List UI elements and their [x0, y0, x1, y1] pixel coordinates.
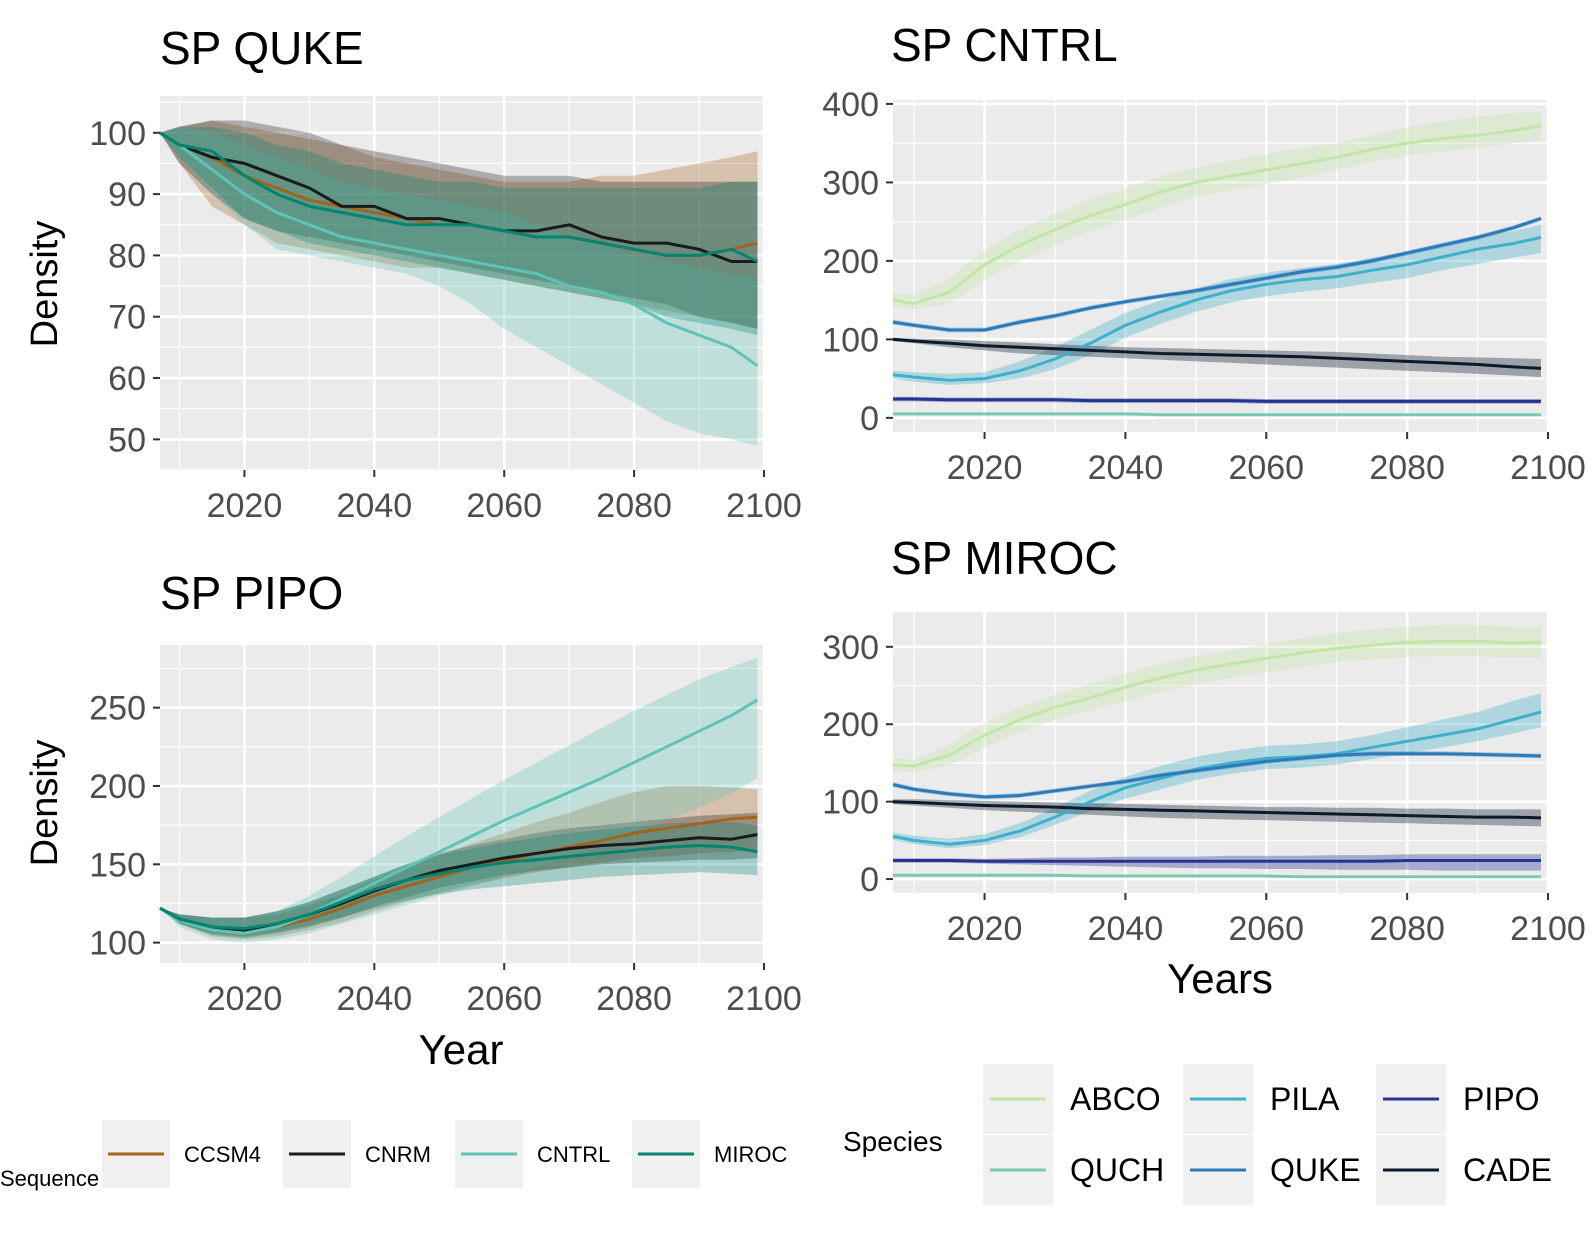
x-tick-label: 2080 — [1369, 910, 1445, 948]
legend-species-items: ABCO PILA PIPO QUCH QUKE CADE — [983, 1064, 1552, 1205]
y-axis-label: Density — [24, 221, 66, 348]
legend-sequence-items: CCSM4 CNRM CNTRL MIROC — [102, 1120, 787, 1188]
series-line-quke — [892, 217, 1542, 332]
x-tick-label: 2020 — [207, 487, 283, 525]
x-tick-label: 2080 — [1369, 449, 1445, 487]
panel-background — [160, 96, 764, 470]
panel-background — [160, 645, 764, 963]
y-tick-label: 200 — [822, 706, 879, 744]
plot-area-quke: 2020 2040 2060 2080 2100 50 60 70 80 90 100 — [89, 96, 802, 525]
y-tick-label: 60 — [108, 360, 146, 398]
y-tick-label: 300 — [822, 164, 879, 202]
x-tick-label: 2100 — [1510, 910, 1586, 948]
x-tick-label: 2100 — [726, 980, 802, 1018]
legend-label: ABCO — [1070, 1081, 1161, 1117]
ribbon-ccsm4 — [160, 786, 758, 940]
legend-label: MIROC — [714, 1142, 787, 1167]
ribbon-miroc — [160, 822, 758, 937]
y-tick-label: 0 — [860, 400, 879, 438]
x-tick-label: 2020 — [947, 449, 1023, 487]
series-line-abco — [892, 639, 1542, 768]
ribbon-pila — [893, 224, 1541, 385]
x-tick-label: 2040 — [1088, 910, 1164, 948]
x-tick-label: 2060 — [1228, 449, 1304, 487]
x-tick-label: 2040 — [337, 980, 413, 1018]
plot-area-miroc: 2020 2040 2060 2080 2100 0 100 200 300 — [822, 612, 1586, 948]
panel-background — [893, 100, 1548, 432]
y-tick-label: 100 — [822, 784, 879, 822]
plot-area-cntrl: 2020 2040 2060 2080 2100 0 100 200 300 400 — [822, 86, 1586, 487]
x-tick-label: 2080 — [596, 980, 672, 1018]
y-tick-label: 400 — [822, 86, 879, 124]
legend-label: CCSM4 — [184, 1142, 261, 1167]
series-line-miroc — [159, 131, 759, 263]
series-line-pila — [892, 710, 1542, 846]
x-axis-label: Year — [419, 1026, 504, 1073]
x-tick-label: 2060 — [1228, 910, 1304, 948]
series-line-pila — [892, 235, 1542, 382]
ribbon-miroc — [160, 126, 758, 336]
legend-label: CNTRL — [537, 1142, 610, 1167]
y-tick-label: 100 — [822, 321, 879, 359]
panel-title: SP QUKE — [160, 22, 364, 74]
series-line-abco — [892, 124, 1542, 305]
panel-title: SP CNTRL — [891, 19, 1118, 71]
legend-species: Species ABCO PILA PIPO QUCH QUKE CADE — [843, 1064, 1552, 1205]
y-tick-label: 200 — [89, 768, 146, 806]
x-tick-label: 2020 — [207, 980, 283, 1018]
panel-title: SP PIPO — [160, 567, 343, 619]
y-tick-label: 100 — [89, 925, 146, 963]
y-tick-label: 150 — [89, 846, 146, 884]
panel-sp-cntrl: SP CNTRL 2020 2040 2060 2080 2100 0 100 200 300 4… — [822, 19, 1586, 487]
y-tick-label: 250 — [89, 690, 146, 728]
panel-sp-miroc: SP MIROC Years 2020 2040 2060 2080 210001002… — [822, 532, 1586, 1002]
legend-label: CNRM — [365, 1142, 431, 1167]
series-line-cade — [892, 337, 1542, 370]
legend-label: PIPO — [1463, 1081, 1539, 1117]
y-tick-label: 300 — [822, 629, 879, 667]
x-tick-label: 2100 — [726, 487, 802, 525]
series-line-pipo — [893, 397, 1541, 403]
legend-title: Species — [843, 1126, 943, 1157]
y-tick-label: 90 — [108, 176, 146, 214]
y-axis-label: Density — [24, 740, 66, 867]
ribbon-pila — [893, 693, 1541, 849]
series-line-quch — [893, 873, 1541, 879]
series-line-cade — [892, 800, 1542, 820]
x-axis-label: Years — [1167, 955, 1273, 1002]
x-tick-label: 2020 — [947, 910, 1023, 948]
panel-title: SP MIROC — [891, 532, 1118, 584]
ribbon-abco — [893, 111, 1541, 310]
series-line-cntrl — [159, 698, 759, 935]
series-line-cnrm — [159, 131, 758, 263]
ribbon-cntrl — [160, 657, 758, 943]
legend-label: CADE — [1463, 1152, 1552, 1188]
legend-sequence: Sequence CCSM4 CNRM CNTRL MIROC — [0, 1120, 787, 1191]
x-tick-label: 2100 — [1510, 449, 1586, 487]
y-tick-label: 70 — [108, 299, 146, 337]
panel-sp-quke: SP QUKE Density 2020 2040 2060 2080 2100 50 60… — [24, 22, 802, 525]
series-line-quke — [892, 752, 1542, 799]
x-tick-label: 2040 — [337, 487, 413, 525]
panel-sp-pipo: SP PIPO Density Year 2020 2040 2060 2080 210… — [24, 567, 802, 1073]
plot-area-pipo: 2020 2040 2060 2080 2100 100 150 200 250 — [89, 645, 802, 1018]
x-tick-label: 2040 — [1088, 449, 1164, 487]
series-line-miroc — [159, 844, 758, 930]
legend-label: QUKE — [1270, 1152, 1361, 1188]
y-tick-label: 50 — [108, 421, 146, 459]
series-line-quch — [893, 412, 1541, 417]
legend-label: PILA — [1270, 1081, 1340, 1117]
legend-title: Sequence — [0, 1166, 99, 1191]
series-line-pipo — [893, 859, 1541, 863]
y-tick-label: 200 — [822, 243, 879, 281]
y-tick-label: 0 — [860, 861, 879, 899]
legend-label: QUCH — [1070, 1152, 1164, 1188]
x-tick-label: 2060 — [466, 980, 542, 1018]
y-tick-label: 80 — [108, 237, 146, 275]
y-tick-label: 100 — [89, 115, 146, 153]
series-line-cntrl — [159, 131, 759, 368]
x-tick-label: 2080 — [596, 487, 672, 525]
x-tick-label: 2060 — [466, 487, 542, 525]
